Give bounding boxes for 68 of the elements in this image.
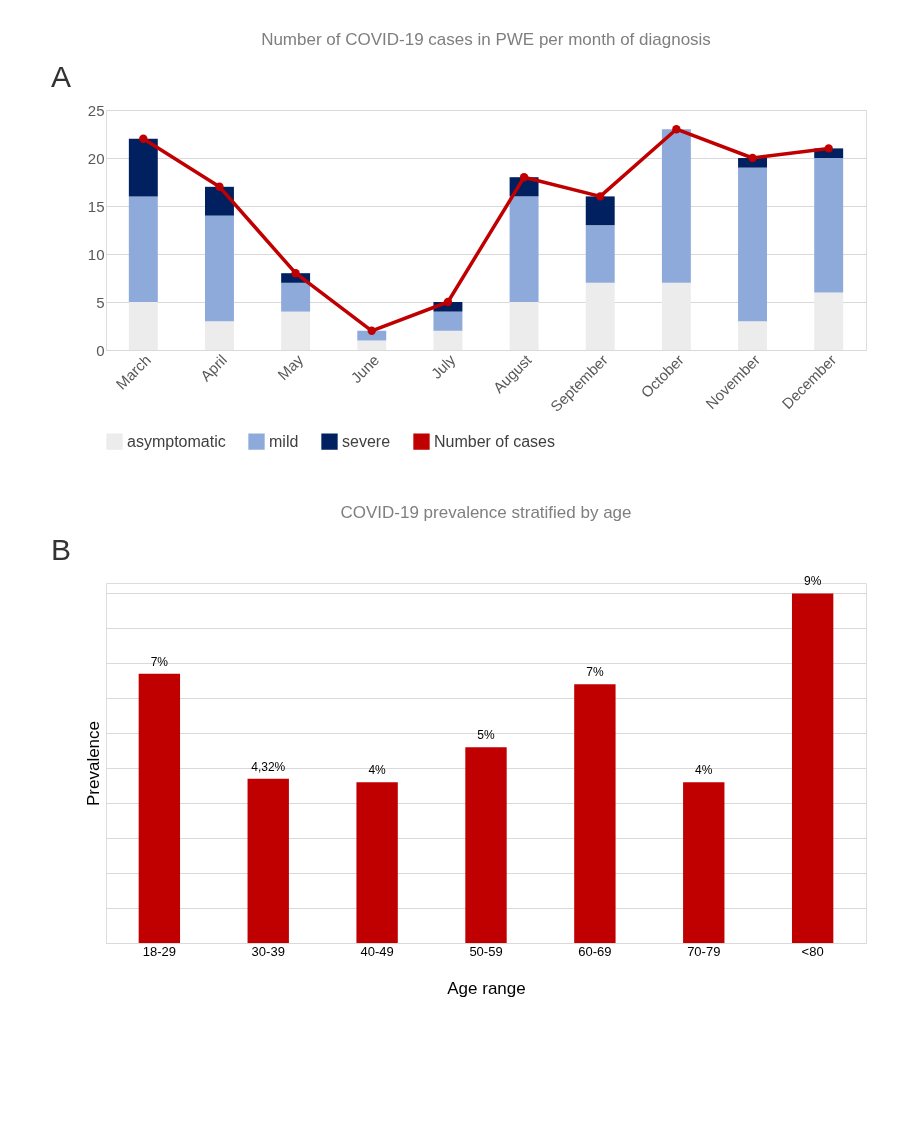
bar xyxy=(509,302,539,350)
bar xyxy=(205,215,234,322)
bar xyxy=(128,302,158,350)
x-axis-title: Age range xyxy=(447,978,526,998)
x-tick-label: July xyxy=(427,350,459,382)
text: 4% xyxy=(368,763,386,778)
text: 7% xyxy=(150,654,169,669)
legend-label: asymptomatic xyxy=(127,432,226,450)
bar xyxy=(465,747,507,943)
x-tick-label: <80 xyxy=(801,943,824,959)
x-tick-label: 30-39 xyxy=(251,943,285,959)
point xyxy=(443,297,453,307)
x-tick-label: 40-49 xyxy=(360,943,394,959)
x-tick-label: 60-69 xyxy=(578,943,612,959)
bar xyxy=(814,292,844,350)
y-tick-label: 20 xyxy=(87,149,105,167)
bar xyxy=(791,593,834,943)
bar xyxy=(281,311,311,350)
text: 4% xyxy=(695,763,713,778)
bar xyxy=(661,282,691,350)
bar xyxy=(509,196,539,302)
y-tick-label: 25 xyxy=(87,101,105,119)
text: 4,32% xyxy=(251,759,286,774)
bar xyxy=(138,673,181,943)
bar xyxy=(281,282,311,312)
bar xyxy=(574,684,616,943)
bar xyxy=(357,340,387,350)
bar xyxy=(683,782,725,943)
text: 9% xyxy=(803,574,822,589)
point xyxy=(215,182,224,191)
text: B xyxy=(50,533,72,566)
point xyxy=(139,134,148,143)
y-tick-label: 15 xyxy=(87,197,105,215)
bar xyxy=(205,321,234,350)
text: 5% xyxy=(477,728,495,743)
point xyxy=(748,153,757,163)
y-tick-label: 5 xyxy=(96,293,105,311)
bar xyxy=(433,311,463,331)
chart-title: COVID-19 prevalence stratified by age xyxy=(340,503,632,522)
chart-title: Number of COVID-19 cases in PWE per month of diagnosis xyxy=(261,30,711,49)
text: 7% xyxy=(586,665,604,680)
bar xyxy=(128,196,158,302)
bar xyxy=(128,138,158,197)
text: A xyxy=(50,60,72,93)
point xyxy=(596,192,605,201)
bar xyxy=(433,330,463,350)
x-tick-label: 70-79 xyxy=(687,943,721,959)
bar xyxy=(585,282,615,350)
x-tick-label: 50-59 xyxy=(469,943,503,959)
bar xyxy=(247,778,289,943)
bar xyxy=(814,158,844,293)
legend-label: mild xyxy=(269,432,299,450)
legend-label: Number of cases xyxy=(434,432,555,450)
point xyxy=(672,125,681,134)
bar xyxy=(661,129,691,283)
point xyxy=(367,326,376,335)
bar xyxy=(585,196,615,226)
y-tick-label: 0 xyxy=(96,341,105,359)
y-tick-label: 10 xyxy=(87,245,105,263)
bar xyxy=(356,782,398,943)
x-tick-label: 18-29 xyxy=(142,943,176,959)
bar xyxy=(585,225,615,283)
bar xyxy=(738,321,767,350)
bar xyxy=(738,167,767,322)
legend-label: severe xyxy=(342,432,391,450)
y-axis-title: Prevalence xyxy=(83,720,103,807)
point xyxy=(519,173,529,182)
x-tick-label: May xyxy=(274,350,307,384)
